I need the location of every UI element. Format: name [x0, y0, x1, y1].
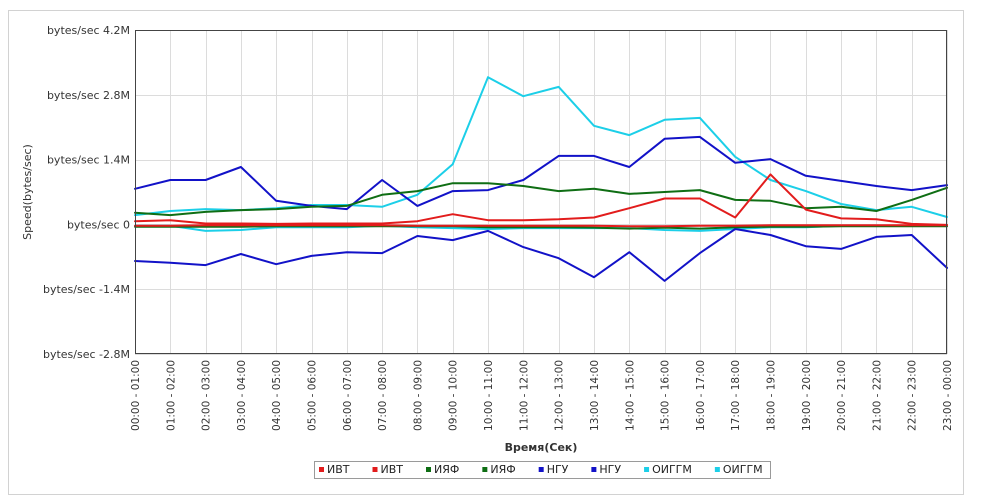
legend-swatch [426, 467, 431, 472]
x-tick-label: 05:00 - 06:00 [307, 360, 319, 431]
y-tick-label: bytes/sec 0 [67, 218, 130, 231]
series-line-2 [134, 224, 948, 228]
legend-swatch [372, 467, 378, 472]
legend-swatch [644, 467, 650, 472]
y-tick-label: bytes/sec 1.4M [47, 154, 130, 167]
legend-item: ИЯФ [482, 463, 516, 476]
legend-swatch [482, 467, 488, 472]
x-tick-label: 07:00 - 08:00 [377, 360, 389, 431]
plot-area [135, 30, 947, 354]
legend-item: ИЯФ [426, 463, 459, 476]
legend-label: ОИГГМ [652, 463, 692, 476]
x-tick-label: 13:00 - 14:00 [589, 360, 601, 431]
legend-label: НГУ [547, 463, 569, 476]
x-tick-label: 21:00 - 22:00 [871, 360, 883, 431]
series-line-4 [134, 225, 948, 230]
plot-border [135, 30, 947, 354]
series-line-6 [134, 228, 948, 282]
x-tick-label: 04:00 - 05:00 [271, 360, 283, 431]
x-tick-label: 01:00 - 02:00 [165, 360, 177, 431]
legend-swatch [538, 467, 544, 472]
legend-swatch [714, 467, 720, 472]
legend: ИВТ ИВТ ИЯФ ИЯФ НГУ НГУ ОИГГМ ОИГГМ [314, 461, 771, 479]
x-tick-label: 02:00 - 03:00 [201, 360, 213, 431]
legend-label: НГУ [599, 463, 621, 476]
legend-item: ИВТ [372, 463, 404, 476]
legend-label: ИЯФ [490, 463, 515, 476]
legend-item: НГУ [538, 463, 569, 476]
y-axis-label: Speed(bytes/sec) [21, 144, 34, 240]
series-line-5 [134, 135, 948, 211]
y-axis-ticks: bytes/sec 4.2M bytes/sec 2.8M bytes/sec 1.… [43, 24, 130, 361]
series-lines [134, 76, 948, 282]
legend-label: ИВТ [327, 463, 350, 476]
x-tick-label: 22:00 - 23:00 [907, 360, 919, 431]
x-tick-label: 14:00 - 15:00 [624, 360, 636, 431]
y-tick-label: bytes/sec 4.2M [47, 24, 130, 37]
x-tick-label: 10:00 - 11:00 [483, 360, 495, 431]
series-line-3 [134, 182, 948, 217]
x-tick-label: 09:00 - 10:00 [448, 360, 460, 431]
legend-label: ИВТ [381, 463, 404, 476]
x-tick-label: 23:00 - 00:00 [942, 360, 954, 431]
y-tick-label: bytes/sec -1.4M [43, 283, 130, 296]
legend-item: ИВТ [319, 463, 350, 476]
x-tick-label: 12:00 - 13:00 [554, 360, 566, 431]
x-tick-label: 19:00 - 20:00 [801, 360, 813, 431]
legend-item: ОИГГМ [644, 463, 692, 476]
y-tick-label: bytes/sec 2.8M [47, 89, 130, 102]
legend-item: НГУ [591, 463, 621, 476]
x-tick-label: 17:00 - 18:00 [730, 360, 742, 431]
legend-label: ОИГГМ [723, 463, 763, 476]
x-axis-label: Время(Сек) [505, 441, 578, 454]
legend-swatch [319, 467, 324, 472]
x-tick-label: 06:00 - 07:00 [342, 360, 354, 431]
x-tick-label: 03:00 - 04:00 [236, 360, 248, 431]
legend-label: ИЯФ [434, 463, 459, 476]
x-tick-label: 18:00 - 19:00 [765, 360, 777, 431]
series-line-1 [134, 173, 948, 226]
x-tick-label: 20:00 - 21:00 [836, 360, 848, 431]
legend-item: ОИГГМ [714, 463, 763, 476]
x-axis-ticks: 00:00 - 01:00 01:00 - 02:00 02:00 - 03:00 0… [130, 360, 954, 431]
x-tick-label: 11:00 - 12:00 [518, 360, 530, 431]
x-tick-label: 00:00 - 01:00 [130, 360, 142, 431]
legend-swatch [591, 467, 597, 472]
x-tick-label: 15:00 - 16:00 [660, 360, 672, 431]
y-tick-label: bytes/sec -2.8M [43, 348, 130, 361]
x-tick-label: 08:00 - 09:00 [412, 360, 424, 431]
x-tick-label: 16:00 - 17:00 [695, 360, 707, 431]
